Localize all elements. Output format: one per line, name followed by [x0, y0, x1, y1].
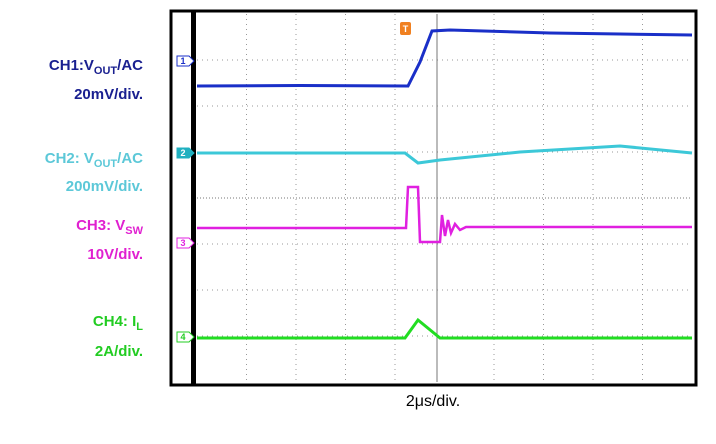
ch2-scale: 200mV/div. — [66, 178, 143, 195]
trigger-label: T — [403, 24, 409, 34]
marker-label: 3 — [180, 238, 185, 248]
label-sub: L — [136, 321, 143, 333]
label-sub: OUT — [94, 158, 118, 170]
trigger-marker: T — [400, 22, 411, 35]
label-suffix: /AC — [117, 57, 143, 74]
label-prefix: CH1:V — [49, 57, 94, 74]
ch2-marker: 2 — [176, 147, 195, 159]
ch1-trace — [196, 28, 693, 88]
ch1-marker: 1 — [176, 55, 195, 67]
ch2-label: CH2: VOUT/AC — [45, 150, 143, 170]
ch4-label: CH4: IL — [93, 313, 143, 333]
timebase: 2μs/div. — [406, 393, 460, 410]
label-prefix: CH4: I — [93, 313, 136, 330]
ch4-marker: 4 — [176, 331, 195, 343]
ch3-trace — [197, 185, 692, 244]
marker-label: 2 — [180, 148, 185, 158]
label-suffix: /AC — [117, 150, 143, 167]
ch1-scale: 20mV/div. — [74, 86, 143, 103]
marker-label: 4 — [180, 332, 185, 342]
label-prefix: CH2: V — [45, 150, 94, 167]
ch3-scale: 10V/div. — [87, 246, 143, 263]
ch1-label: CH1:VOUT/AC — [49, 57, 143, 77]
label-sub: OUT — [94, 65, 118, 77]
label-prefix: CH3: V — [76, 217, 125, 234]
ch4-trace — [197, 317, 692, 340]
label-sub: SW — [125, 225, 143, 237]
ch3-label: CH3: VSW — [76, 217, 144, 237]
ch3-marker: 3 — [176, 237, 195, 249]
ch4-scale: 2A/div. — [95, 343, 143, 360]
ch2-trace — [197, 144, 693, 165]
screen-left-bar — [191, 12, 196, 384]
marker-label: 1 — [180, 56, 185, 66]
